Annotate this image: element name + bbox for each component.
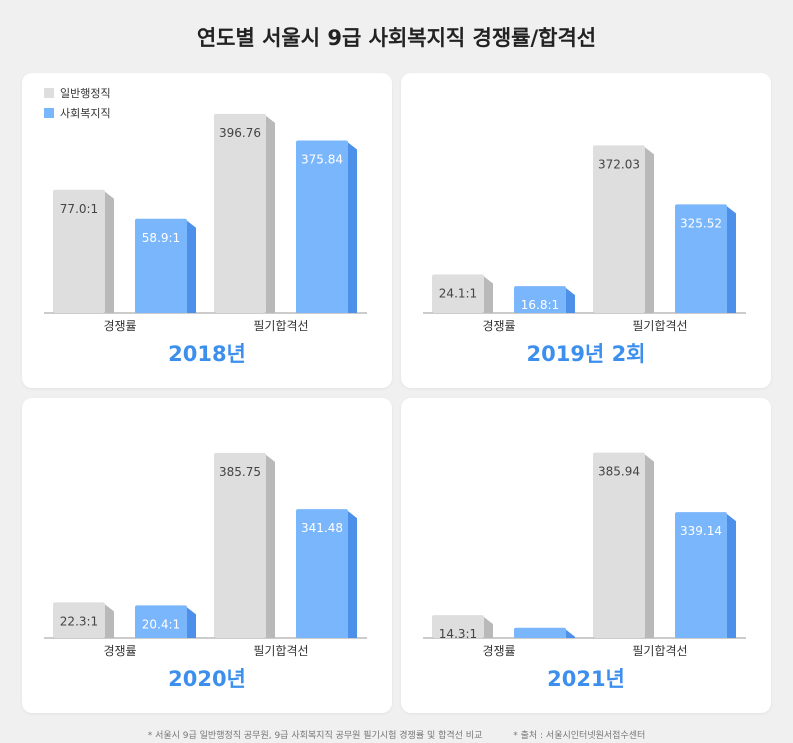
bar-side — [645, 454, 654, 638]
legend-swatch-welfare — [44, 108, 54, 118]
bar-side — [348, 511, 357, 638]
page-title: 연도별 서울시 9급 사회복지직 경쟁률/합격선 — [196, 26, 597, 50]
bar-general: 372.03 — [593, 145, 654, 313]
data-label: 325.52 — [680, 216, 722, 230]
bar-side — [727, 514, 736, 638]
bar-front — [593, 452, 645, 638]
bar-welfare: 58.9:1 — [135, 218, 196, 313]
category-label: 경쟁률 — [103, 319, 136, 333]
bar-general: 396.76 — [214, 113, 275, 313]
category-label: 경쟁률 — [482, 644, 515, 658]
bar-front — [296, 140, 348, 313]
data-label: 20.4:1 — [142, 617, 180, 631]
bar-general: 22.3:1 — [53, 602, 114, 638]
chart-panel-2019: 24.1:1 16.8:1 경쟁률 372.03 325.52 필기합격선 2019년 2… — [401, 73, 771, 388]
legend-label-welfare: 사회복지직 — [60, 107, 111, 120]
bar-general: 385.75 — [214, 452, 275, 638]
legend-swatch-general — [44, 88, 54, 98]
bar-side — [187, 220, 196, 313]
data-label: 341.48 — [301, 521, 343, 535]
category-label: 경쟁률 — [482, 319, 515, 333]
legend-item-welfare: 사회복지직 — [44, 105, 111, 121]
chart-panel-2018: 일반행정직 사회복지직 77.0:1 58.9:1 경쟁률 396.76 375.84 필… — [22, 73, 392, 388]
bar-side — [105, 604, 114, 638]
legend-label-general: 일반행정직 — [60, 87, 111, 100]
bar-side — [348, 142, 357, 313]
chart-panel-2021: 14.3:1 6.4:1 경쟁률 385.94 339.14 필기합격선 2021년 — [401, 398, 771, 713]
bar-front — [514, 627, 566, 638]
data-label: 14.3:1 — [439, 627, 477, 641]
footer-source: * 출처 : 서울시인터넷원서접수센터 — [513, 731, 646, 741]
bar-side — [727, 206, 736, 313]
bar-front — [135, 218, 187, 313]
bar-front — [432, 274, 484, 313]
bar-front — [593, 145, 645, 313]
category-label: 필기합격선 — [253, 644, 308, 658]
bar-welfare: 16.8:1 — [514, 286, 575, 313]
bar-side — [187, 607, 196, 638]
bar-side — [566, 629, 575, 638]
bar-welfare: 339.14 — [675, 512, 736, 638]
data-label: 372.03 — [598, 157, 640, 171]
category-label: 필기합격선 — [632, 644, 687, 658]
bar-front — [214, 452, 266, 638]
bar-chart-2018: 77.0:1 58.9:1 경쟁률 396.76 375.84 필기합격선 — [44, 113, 367, 333]
legend: 일반행정직 사회복지직 — [44, 85, 111, 125]
bar-side — [484, 276, 493, 313]
data-label: 6.4:1 — [525, 640, 556, 654]
category-label: 필기합격선 — [632, 319, 687, 333]
bar-front — [432, 615, 484, 638]
bar-welfare: 20.4:1 — [135, 605, 196, 638]
bar-front — [135, 605, 187, 638]
bar-side — [266, 115, 275, 313]
bar-front — [514, 286, 566, 313]
chart-title: 2018년 — [168, 342, 246, 366]
data-label: 339.14 — [680, 524, 722, 538]
data-label: 22.3:1 — [60, 614, 98, 628]
chart-panel-2020: 22.3:1 20.4:1 경쟁률 385.75 341.48 필기합격선 2020년 — [22, 398, 392, 713]
bar-chart-2021: 14.3:1 6.4:1 경쟁률 385.94 339.14 필기합격선 — [423, 452, 746, 658]
category-label: 필기합격선 — [253, 319, 308, 333]
bar-side — [645, 147, 654, 313]
bar-chart-2019: 24.1:1 16.8:1 경쟁률 372.03 325.52 필기합격선 — [423, 145, 746, 333]
footer: * 서울시 9급 일반행정직 공무원, 9급 사회복지직 공무원 필기시험 경쟁… — [0, 728, 793, 741]
bar-side — [484, 617, 493, 638]
data-label: 77.0:1 — [60, 202, 98, 216]
footer-note: * 서울시 9급 일반행정직 공무원, 9급 사회복지직 공무원 필기시험 경쟁… — [147, 731, 483, 741]
bar-welfare: 375.84 — [296, 140, 357, 313]
bar-front — [296, 509, 348, 638]
bar-general: 385.94 — [593, 452, 654, 638]
bar-front — [675, 512, 727, 638]
legend-item-general: 일반행정직 — [44, 85, 111, 101]
bar-general: 24.1:1 — [432, 274, 493, 313]
data-label: 58.9:1 — [142, 231, 180, 245]
bar-side — [266, 454, 275, 638]
chart-title: 2020년 — [168, 667, 246, 691]
chart-title: 2019년 2회 — [526, 342, 646, 366]
bar-front — [675, 204, 727, 313]
bar-general: 77.0:1 — [53, 189, 114, 313]
data-label: 396.76 — [219, 126, 261, 140]
data-label: 375.84 — [301, 152, 343, 166]
bar-side — [105, 191, 114, 313]
bar-welfare: 341.48 — [296, 509, 357, 638]
data-label: 385.75 — [219, 465, 261, 479]
category-label: 경쟁률 — [103, 644, 136, 658]
bar-welfare: 6.4:1 — [514, 627, 575, 654]
data-label: 24.1:1 — [439, 286, 477, 300]
bar-chart-2020: 22.3:1 20.4:1 경쟁률 385.75 341.48 필기합격선 — [44, 452, 367, 658]
chart-title: 2021년 — [547, 667, 625, 691]
bar-side — [566, 288, 575, 313]
data-label: 385.94 — [598, 465, 640, 479]
bar-front — [53, 602, 105, 638]
bar-welfare: 325.52 — [675, 204, 736, 313]
bar-front — [53, 189, 105, 313]
bar-front — [214, 113, 266, 313]
bar-general: 14.3:1 — [432, 615, 493, 641]
data-label: 16.8:1 — [521, 298, 559, 312]
